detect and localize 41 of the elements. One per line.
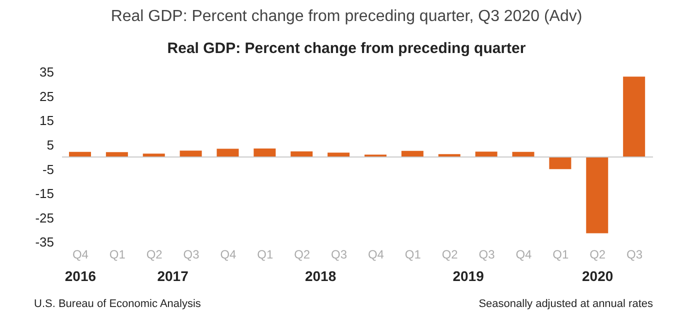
x-tick-label: Q4 — [220, 248, 237, 262]
x-tick-label: Q3 — [331, 248, 348, 262]
x-tick-label: Q2 — [294, 248, 310, 262]
bar — [216, 148, 239, 157]
text: U.S. Bureau of Economic Analysis — [34, 298, 201, 310]
y-tick-label: -35 — [35, 234, 54, 250]
text: 2018 — [304, 268, 338, 284]
text: 2019 — [452, 268, 485, 284]
x-tick-label: Q2 — [146, 248, 163, 262]
bar — [586, 157, 608, 234]
x-tick-label: Q4 — [368, 248, 384, 262]
x-tick-label: Q3 — [478, 248, 496, 262]
y-tick-label: -25 — [35, 210, 54, 226]
x-tick-label: Q1 — [257, 248, 274, 262]
text: 2017 — [156, 268, 190, 284]
text: 2020 — [581, 268, 614, 284]
x-tick-label: Q3 — [183, 248, 200, 262]
x-tick-label: Q2 — [442, 248, 458, 262]
y-tick-label: 25 — [40, 88, 54, 104]
bar — [254, 148, 276, 157]
x-tick-label: Q4 — [72, 248, 89, 262]
y-tick-label: 35 — [40, 64, 54, 80]
x-tick-label: Q1 — [109, 248, 126, 262]
x-tick-label: Q2 — [590, 248, 606, 262]
bar — [475, 152, 498, 157]
text: Seasonally adjusted at annual rates — [478, 298, 653, 310]
y-tick-label: 5 — [46, 137, 54, 152]
bar — [549, 157, 572, 170]
x-tick-label: Q3 — [626, 248, 643, 262]
chart-title: Real GDP: Percent change from preceding quarter, Q3 2020 (Adv) — [110, 8, 584, 26]
y-tick-label: 15 — [40, 113, 54, 128]
text: 2016 — [64, 268, 98, 284]
chart-subtitle: Real GDP: Percent change from preceding quarter — [166, 40, 527, 57]
bar — [180, 150, 202, 157]
x-tick-label: Q4 — [516, 248, 532, 262]
y-tick-label: -15 — [35, 186, 54, 202]
y-tick-label: -5 — [42, 162, 54, 177]
bar — [401, 150, 424, 157]
x-tick-label: Q1 — [552, 248, 569, 262]
bar — [623, 76, 646, 157]
x-tick-label: Q1 — [404, 248, 422, 262]
